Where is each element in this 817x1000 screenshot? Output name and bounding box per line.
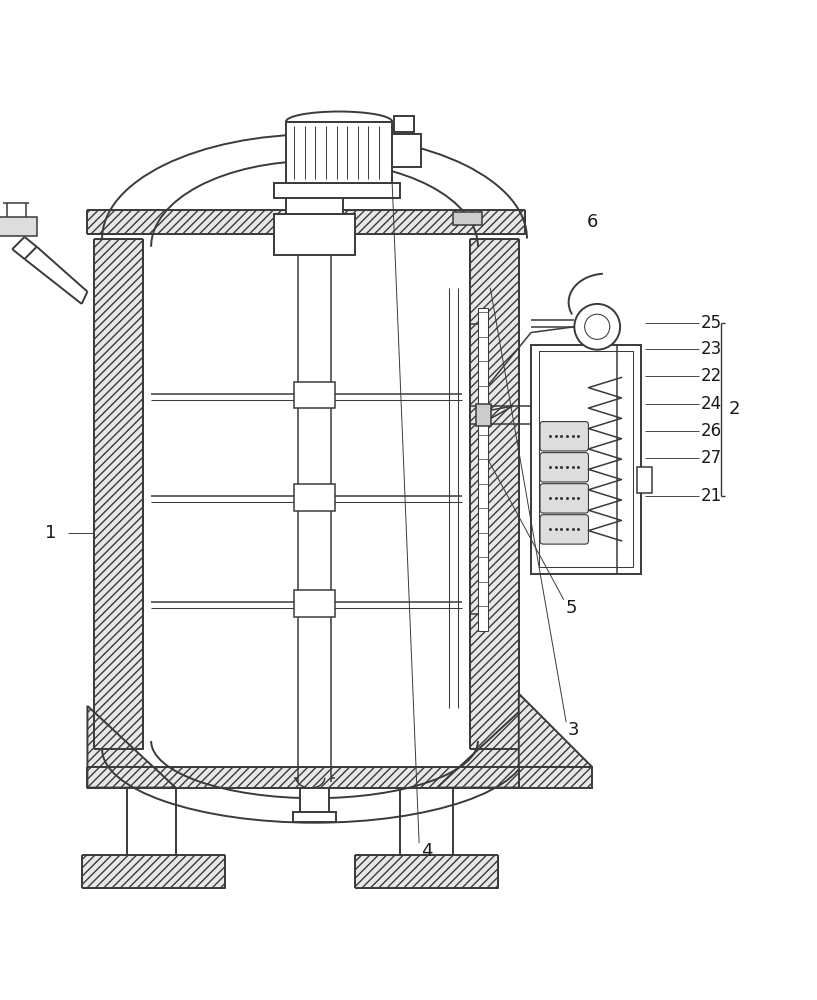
Bar: [519, 767, 592, 788]
Polygon shape: [519, 694, 592, 767]
Bar: [294, 382, 335, 408]
Bar: [637, 467, 652, 493]
Text: 27: 27: [701, 449, 722, 467]
Text: 4: 4: [421, 842, 432, 860]
Text: 1: 1: [45, 524, 56, 542]
Bar: [274, 214, 355, 255]
Bar: [531, 345, 641, 574]
Bar: [274, 183, 400, 198]
Text: 25: 25: [701, 314, 722, 332]
Text: 5: 5: [565, 599, 577, 617]
Bar: [539, 351, 633, 567]
Bar: [286, 194, 343, 214]
Bar: [0, 217, 37, 236]
Bar: [392, 134, 421, 167]
Circle shape: [574, 304, 620, 350]
Bar: [470, 239, 519, 749]
Bar: [87, 767, 525, 788]
FancyBboxPatch shape: [540, 515, 588, 544]
Bar: [478, 308, 488, 631]
Text: 6: 6: [587, 213, 598, 231]
Text: 3: 3: [568, 721, 579, 739]
FancyBboxPatch shape: [540, 484, 588, 513]
FancyBboxPatch shape: [540, 453, 588, 482]
Bar: [294, 590, 335, 617]
Polygon shape: [87, 706, 176, 788]
Bar: [286, 122, 392, 183]
Polygon shape: [437, 706, 525, 788]
Bar: [300, 788, 329, 814]
Text: 21: 21: [701, 487, 722, 505]
Text: 24: 24: [701, 395, 722, 413]
Bar: [293, 812, 336, 822]
Bar: [87, 210, 525, 234]
Text: 26: 26: [701, 422, 722, 440]
Text: 2: 2: [729, 400, 740, 418]
Bar: [94, 239, 143, 749]
Bar: [294, 484, 335, 511]
Circle shape: [585, 314, 609, 339]
Bar: [453, 212, 482, 225]
FancyBboxPatch shape: [540, 422, 588, 451]
Bar: [355, 855, 498, 888]
Text: 22: 22: [701, 367, 722, 385]
Bar: [82, 855, 225, 888]
Bar: [394, 116, 414, 132]
Text: 23: 23: [701, 340, 722, 358]
Bar: [476, 404, 491, 426]
